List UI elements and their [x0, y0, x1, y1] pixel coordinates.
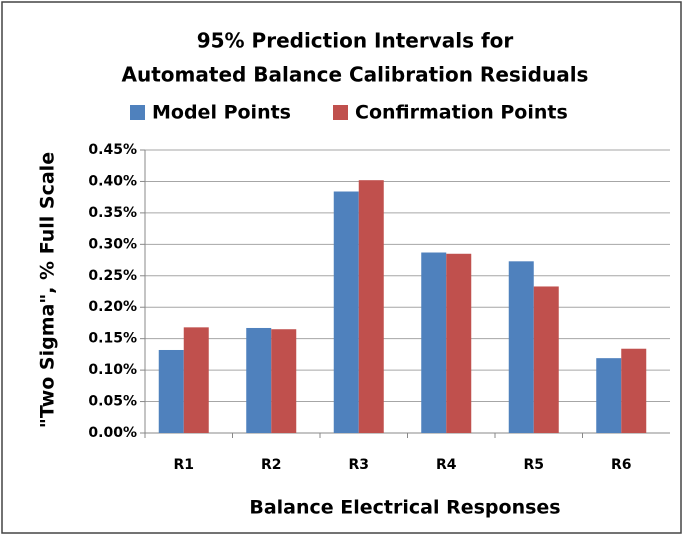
x-tick-label: R4 [436, 457, 457, 473]
legend-label: Model Points [152, 102, 291, 124]
y-tick-label: 0.35% [88, 205, 137, 221]
y-tick-label: 0.15% [88, 331, 137, 347]
bar [508, 261, 534, 433]
legend-swatch [333, 105, 348, 120]
x-tick-label: R5 [523, 457, 544, 473]
bar [421, 252, 447, 433]
bar [183, 327, 209, 433]
y-tick-label: 0.45% [88, 142, 137, 158]
chart-title: 95% Prediction Intervals for [197, 29, 514, 53]
y-tick-label: 0.40% [88, 173, 137, 189]
x-axis-title: Balance Electrical Responses [249, 497, 560, 519]
y-axis-title: "Two Sigma", % Full Scale [37, 152, 59, 428]
bar [358, 180, 384, 433]
bar [246, 327, 272, 433]
bar [446, 253, 472, 433]
bar [596, 358, 622, 433]
bar [621, 348, 647, 433]
x-tick-label: R2 [261, 457, 282, 473]
y-tick-label: 0.05% [88, 394, 137, 410]
legend-label: Confirmation Points [355, 102, 568, 124]
x-tick-label: R3 [348, 457, 369, 473]
bar [333, 191, 359, 433]
y-tick-label: 0.10% [88, 362, 137, 378]
bar [158, 349, 184, 433]
y-tick-label: 0.25% [88, 268, 137, 284]
y-tick-label: 0.20% [88, 299, 137, 315]
y-tick-label: 0.00% [88, 425, 137, 441]
x-tick-label: R1 [173, 457, 194, 473]
legend-swatch [130, 105, 145, 120]
bar [533, 286, 559, 433]
chart-title: Automated Balance Calibration Residuals [122, 63, 589, 87]
y-tick-label: 0.30% [88, 236, 137, 252]
x-tick-label: R6 [611, 457, 632, 473]
bar [271, 329, 297, 433]
